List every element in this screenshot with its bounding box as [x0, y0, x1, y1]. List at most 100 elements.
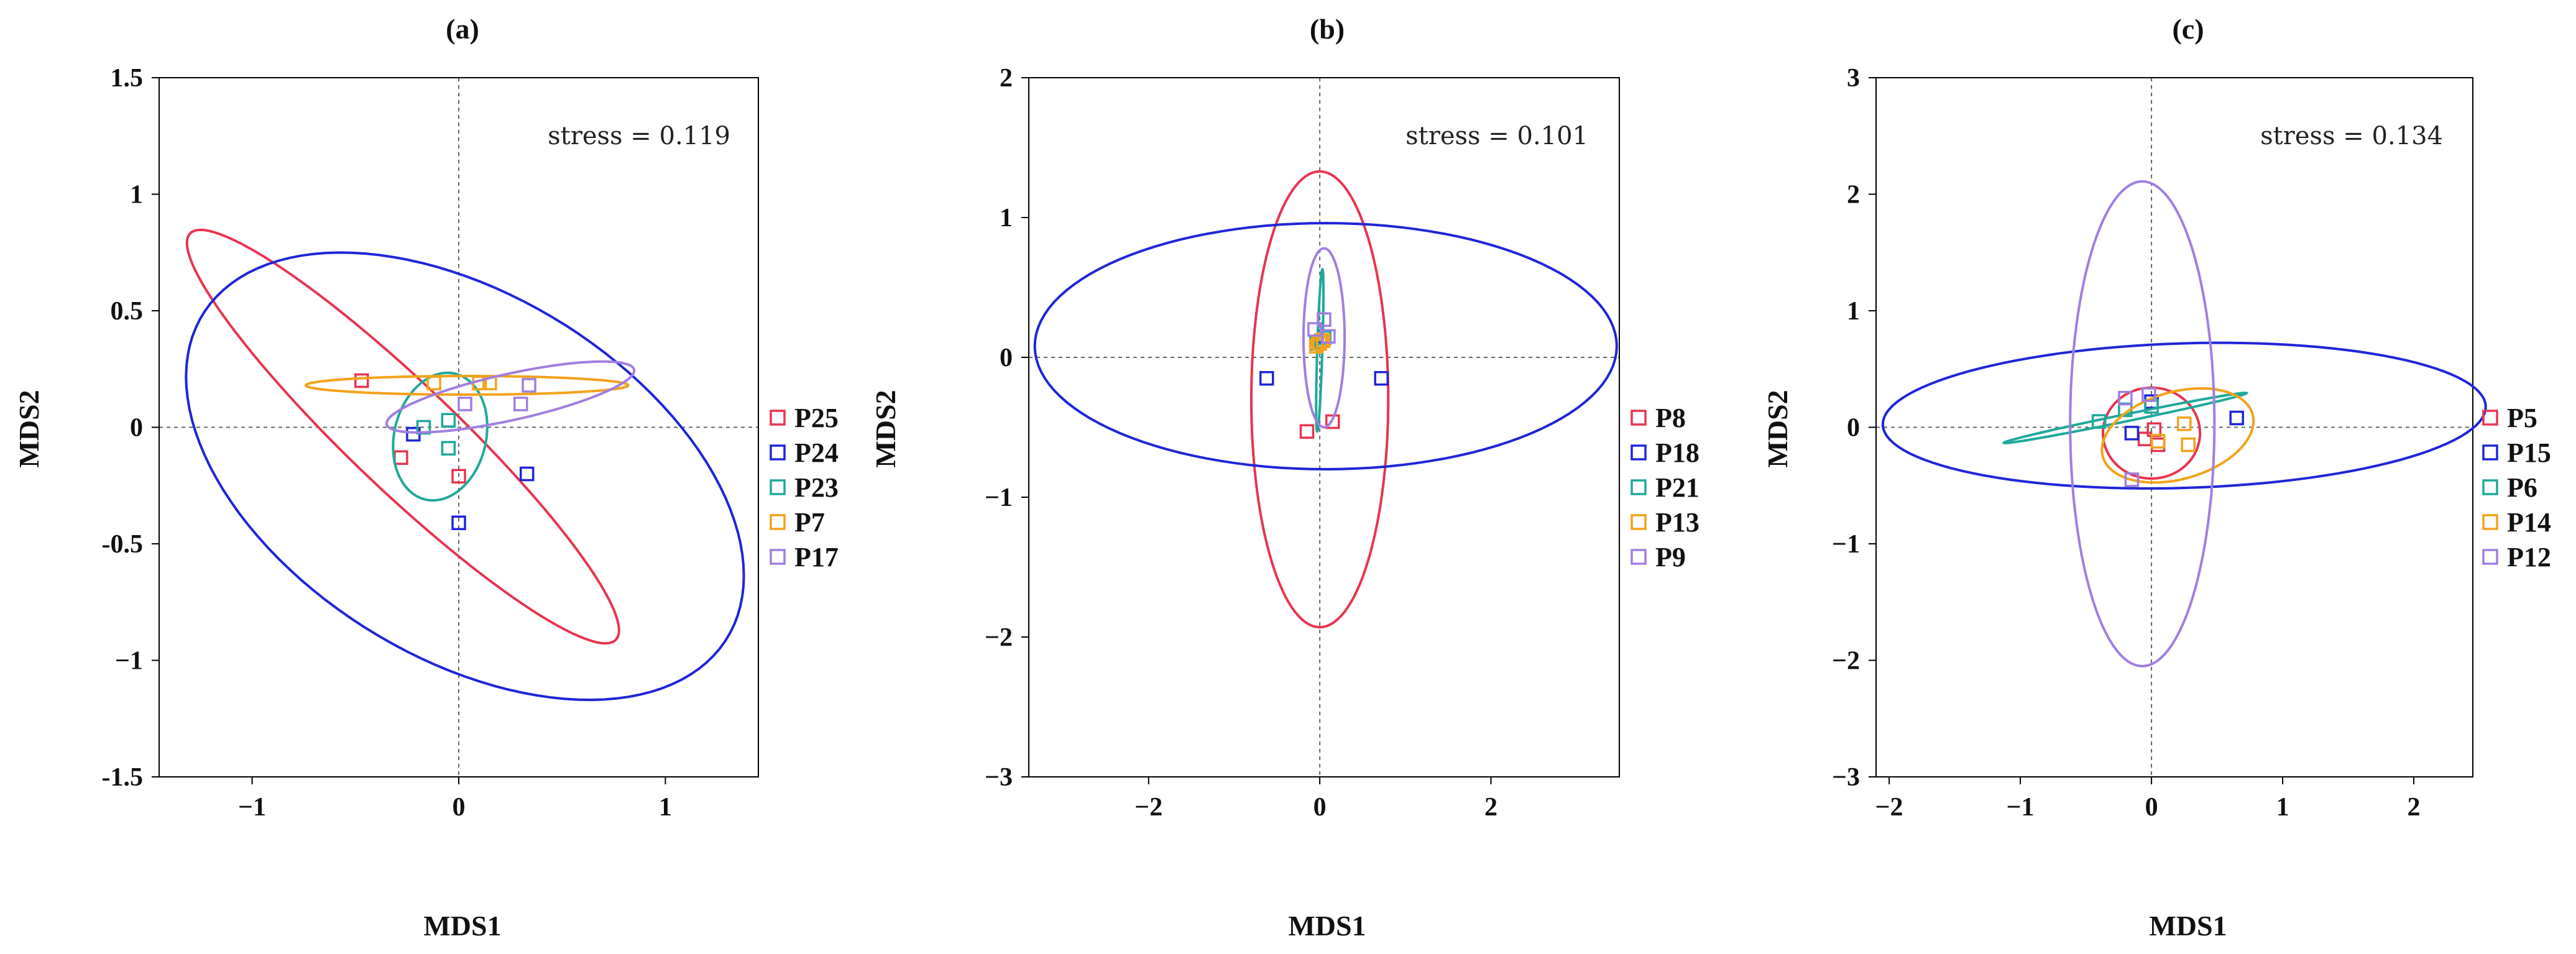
panel-b-ellipse-p9	[1302, 247, 1346, 429]
panel-b-x-tick-label: −2	[1134, 793, 1162, 822]
panel-a-point-p17	[458, 397, 472, 411]
panel-b-point-p8	[1299, 424, 1315, 439]
panel-c-ellipse-p12	[2069, 180, 2216, 667]
panel-b-point-p9	[1321, 329, 1336, 344]
panel-c-ellipse-p15	[1881, 341, 2487, 490]
panel-c-y-tick-label: 3	[1847, 64, 1860, 93]
panel-c-legend-marker-p5	[2482, 410, 2498, 426]
panel-c-legend-marker-p6	[2482, 479, 2498, 495]
panel-a-y-tick-label: 1.5	[111, 64, 144, 93]
panel-c-title: (c)	[2172, 13, 2204, 45]
panel-a-ellipse-p7	[304, 375, 630, 396]
panel-b-y-tick-label: 0	[1000, 344, 1013, 372]
panel-c-legend-marker-p12	[2482, 549, 2498, 565]
panel-c-ellipse-p14	[2100, 387, 2255, 484]
panel-b-y-tick-label: 2	[1000, 64, 1013, 93]
panel-b-point-p18	[1259, 371, 1274, 386]
panel-a-legend-label-p23: P23	[794, 472, 839, 503]
panel-a-y-tick-label: −1	[115, 647, 143, 676]
panel-a-ellipse-p17	[385, 360, 636, 434]
panel-b-ellipse-p21	[1315, 267, 1325, 433]
panel-c-legend-label-p5: P5	[2507, 403, 2537, 433]
panel-c-point-p5	[2137, 431, 2153, 446]
panel-a-ellipse-p25	[185, 228, 620, 645]
panel-b-legend-label-p9: P9	[1655, 542, 1686, 572]
panel-a-legend-marker-p23	[770, 479, 786, 495]
panel-a-legend-marker-p7	[770, 514, 786, 530]
panel-c-y-tick-label: 1	[1847, 297, 1860, 326]
panel-b-ellipse-p8	[1249, 170, 1390, 629]
panel-b-legend-label-p21: P21	[1655, 472, 1700, 503]
panel-a-stress-annotation: stress = 0.119	[548, 122, 730, 150]
panel-c-y-axis-label: MDS2	[1762, 390, 1793, 467]
panel-a-ellipse-p24	[185, 251, 745, 702]
panel-a-point-p25	[354, 373, 369, 388]
panel-a-ellipse-p23	[392, 371, 489, 502]
panel-a-point-p25	[393, 450, 408, 465]
panel-c-legend-label-p12: P12	[2507, 542, 2551, 572]
panel-b-legend-marker-p8	[1631, 410, 1647, 426]
panel-c-ellipse-p6	[2002, 392, 2248, 444]
panel-b-point-p9	[1317, 312, 1332, 327]
panel-c-x-tick-label: 2	[2408, 793, 2421, 822]
panel-a-y-tick-label: 0	[130, 414, 143, 443]
panel-c-point-p15	[2124, 426, 2140, 441]
panel-c-x-tick-label: 1	[2276, 793, 2289, 822]
panel-c-legend-label-p14: P14	[2507, 507, 2551, 538]
panel-b-point-p9	[1307, 322, 1322, 337]
panel-b-x-tick-label: 0	[1313, 793, 1327, 822]
panel-c-point-p14	[2150, 434, 2166, 449]
panel-b-legend-marker-p13	[1631, 514, 1647, 530]
panel-a-point-p7	[426, 375, 441, 390]
panel-a-x-tick-label: −1	[238, 793, 266, 822]
panel-b-plot-frame	[1028, 77, 1620, 777]
panel-b-y-axis-label: MDS2	[870, 390, 901, 467]
panel-c-x-tick-label: −1	[2007, 793, 2035, 822]
panel-c-point-p5	[2150, 437, 2166, 452]
panel-c-point-p12	[2141, 387, 2156, 402]
panel-a-point-p23	[441, 413, 456, 428]
panel-a-x-tick-label: 0	[453, 793, 466, 822]
panel-a-legend-label-p7: P7	[794, 507, 825, 538]
panel-b-y-tick-label: −3	[985, 763, 1013, 792]
panel-c-stress-annotation: stress = 0.134	[2260, 122, 2443, 150]
panel-b-y-tick-label: −1	[985, 484, 1013, 512]
panel-a-point-p24	[519, 466, 535, 482]
panel-c-y-tick-label: 0	[1847, 414, 1860, 443]
panel-c-point-p14	[2177, 416, 2192, 431]
panel-c-point-p12	[2124, 472, 2140, 487]
panel-c-y-tick-label: −1	[1832, 530, 1860, 559]
panel-b-y-tick-label: 1	[1000, 204, 1013, 232]
panel-b-x-tick-label: 2	[1484, 793, 1497, 822]
panel-c-y-tick-label: 2	[1847, 181, 1860, 209]
panel-b: (b) stress = 0.101 MDS2 MDS1 −2 0 2 −3 −2 −1 0…	[870, 13, 1700, 942]
panel-a-legend-label-p25: P25	[794, 403, 839, 433]
panel-a-legend-marker-p24	[770, 444, 786, 461]
panel-a-legend-marker-p17	[770, 549, 786, 565]
panel-b-stress-annotation: stress = 0.101	[1405, 122, 1588, 150]
panel-a-legend-marker-p25	[770, 410, 786, 426]
panel-c-y-tick-label: −3	[1832, 763, 1860, 792]
panel-a-legend-label-p17: P17	[794, 542, 839, 572]
panel-c-legend-marker-p15	[2482, 444, 2498, 461]
panel-a: (a) stress = 0.119 MDS2 MDS1 −1 0 1 -1.5 −1 -…	[13, 13, 839, 942]
panel-c-legend-label-p6: P6	[2507, 472, 2537, 503]
panel-b-ellipse-p18	[1033, 221, 1618, 471]
panel-b-legend-marker-p9	[1631, 549, 1647, 565]
panel-a-point-p17	[522, 378, 536, 393]
panel-a-y-tick-label: 0.5	[111, 297, 144, 326]
panel-b-legend-marker-p18	[1631, 444, 1647, 461]
panel-a-y-axis-label: MDS2	[13, 390, 45, 467]
panel-c-legend-label-p15: P15	[2507, 438, 2551, 468]
panel-c-point-p6	[2091, 414, 2107, 429]
panel-a-legend-label-p24: P24	[794, 438, 839, 468]
panel-a-point-p25	[451, 469, 466, 484]
panel-c: (c) stress = 0.134 MDS2 MDS1 −2 −1 0 1 2 −3 −2…	[1762, 13, 2551, 942]
panel-b-legend-label-p13: P13	[1655, 507, 1700, 538]
panel-b-point-p8	[1325, 414, 1340, 429]
panel-c-point-p15	[2229, 410, 2244, 426]
panel-c-x-tick-label: 0	[2145, 793, 2158, 822]
panel-c-point-p14	[2181, 437, 2196, 452]
panel-c-y-tick-label: −2	[1832, 647, 1860, 676]
